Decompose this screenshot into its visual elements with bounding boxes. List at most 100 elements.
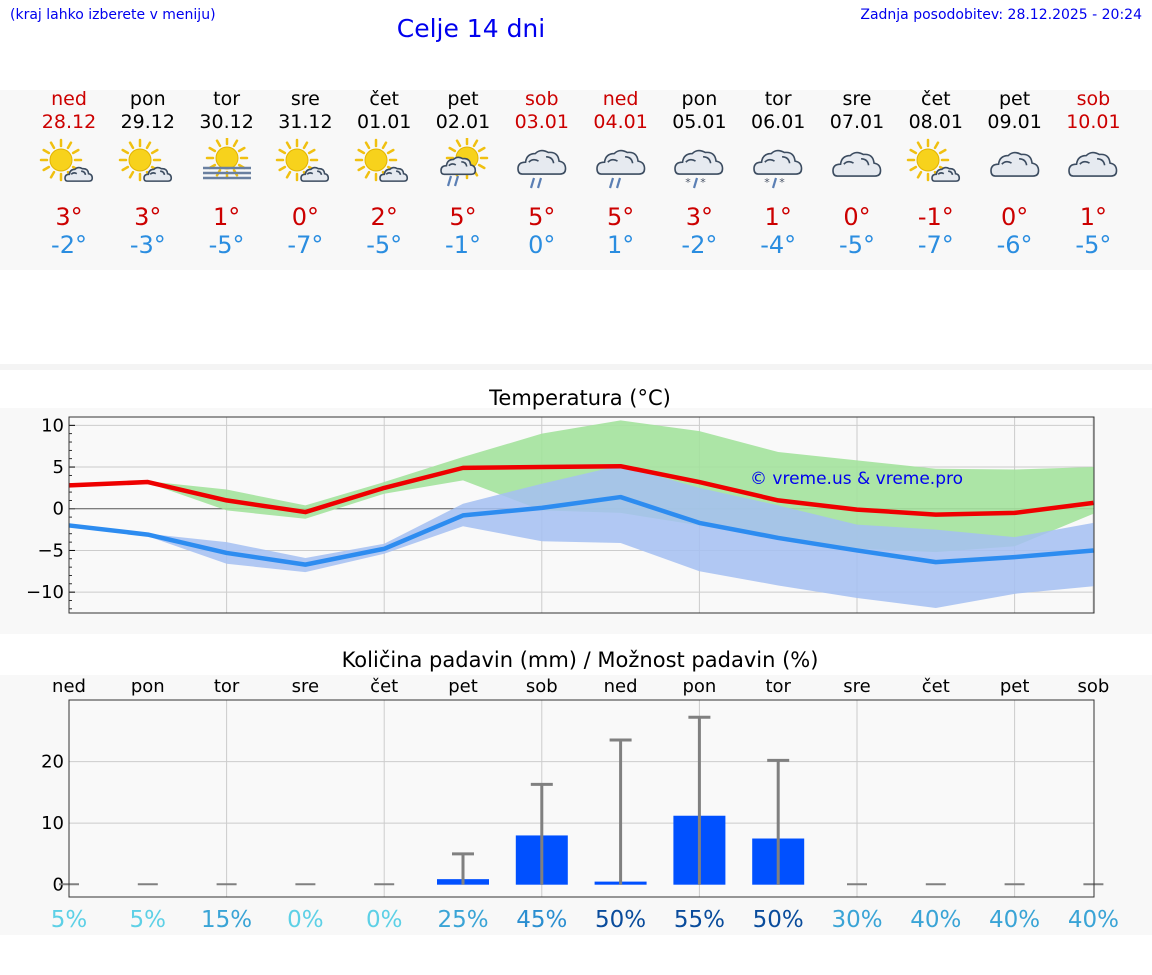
day-column: pet 02.01 5° -1° bbox=[423, 88, 503, 259]
day-name: ned bbox=[51, 88, 87, 110]
day-column: sob 03.01 5° 0° bbox=[502, 88, 582, 259]
day-name: sre bbox=[842, 88, 872, 110]
min-temperature-range bbox=[69, 465, 1094, 608]
y-tick-label: 0 bbox=[53, 499, 64, 520]
divider bbox=[0, 364, 1152, 370]
precipitation-probability: 50% bbox=[595, 907, 646, 933]
precipitation-chart-title: Količina padavin (mm) / Možnost padavin … bbox=[341, 648, 819, 672]
max-temperature: 3° bbox=[55, 203, 83, 231]
max-temperature: 0° bbox=[1000, 203, 1029, 231]
cloud-icon bbox=[832, 151, 882, 177]
day-label: čet bbox=[370, 676, 398, 697]
day-column: čet 08.01 -1° -7° bbox=[896, 88, 976, 259]
max-temperature: -1° bbox=[917, 203, 954, 231]
day-column: ned 28.12 3° -2° bbox=[29, 88, 109, 259]
day-column: tor 30.12 1° -5° bbox=[187, 88, 267, 259]
max-temperature-line bbox=[68, 463, 1094, 517]
y-tick-label: −10 bbox=[26, 582, 64, 603]
plot-frame bbox=[68, 699, 1095, 898]
day-date: 30.12 bbox=[199, 111, 254, 133]
day-column: sob 10.01 1° -5° bbox=[1053, 88, 1133, 259]
svg-text:*: * bbox=[779, 176, 785, 189]
day-date: 29.12 bbox=[120, 111, 175, 133]
day-column: sre 07.01 0° -5° bbox=[817, 88, 897, 259]
y-tick-label: 20 bbox=[41, 752, 64, 773]
min-temperature: -3° bbox=[129, 231, 166, 259]
y-tick-label: 0 bbox=[53, 875, 64, 896]
max-temperature: 5° bbox=[449, 203, 477, 231]
day-label: sob bbox=[526, 676, 558, 697]
day-column: pon 29.12 3° -3° bbox=[108, 88, 188, 259]
min-temperature: -5° bbox=[1075, 231, 1112, 259]
y-tick-label: −5 bbox=[37, 540, 64, 561]
min-temperature: -1° bbox=[445, 231, 481, 259]
max-temperature: 0° bbox=[291, 203, 320, 231]
day-name: pet bbox=[447, 88, 479, 110]
cloud-icon bbox=[989, 151, 1039, 177]
min-temperature: 0° bbox=[528, 231, 556, 259]
precipitation-probability: 45% bbox=[516, 907, 567, 933]
precipitation-probability: 50% bbox=[753, 907, 804, 933]
precipitation-probability: 40% bbox=[910, 907, 961, 933]
day-name: čet bbox=[369, 88, 399, 110]
max-temperature: 0° bbox=[843, 203, 871, 231]
day-name: pon bbox=[681, 88, 718, 110]
precipitation-probability: 40% bbox=[1068, 907, 1119, 933]
precipitation-probability: 15% bbox=[201, 907, 252, 933]
min-temperature: -5° bbox=[366, 231, 403, 259]
precipitation-probability: 5% bbox=[51, 907, 88, 933]
precipitation-probability: 40% bbox=[989, 907, 1040, 933]
page-title: Celje 14 dni bbox=[396, 14, 546, 43]
y-tick-label: 5 bbox=[53, 457, 64, 478]
cloud-rain-icon bbox=[595, 149, 645, 189]
day-date: 08.01 bbox=[908, 111, 963, 133]
day-column: čet 01.01 2° -5° bbox=[344, 88, 424, 259]
day-column: pon 05.01 * * 3° -2° bbox=[659, 88, 739, 259]
precipitation-probability: 5% bbox=[130, 907, 167, 933]
max-temperature: 2° bbox=[370, 203, 398, 231]
min-temperature: -2° bbox=[681, 231, 718, 259]
location-hint-link[interactable]: (kraj lahko izberete v meniju) bbox=[10, 7, 216, 23]
temperature-chart-title: Temperatura (°C) bbox=[489, 386, 671, 410]
watermark: © vreme.us & vreme.pro bbox=[750, 469, 963, 489]
max-temperature: 1° bbox=[1079, 203, 1108, 231]
sun-cloud-icon bbox=[906, 138, 960, 182]
cloud-icon bbox=[1068, 151, 1118, 177]
max-temperature: 3° bbox=[685, 203, 714, 231]
day-label: sre bbox=[843, 676, 870, 697]
precipitation-probability: 55% bbox=[674, 907, 725, 933]
svg-text:*: * bbox=[764, 176, 770, 189]
cloud-sleet-icon: * * bbox=[674, 149, 724, 189]
day-date: 28.12 bbox=[41, 111, 97, 133]
day-column: sre 31.12 0° -7° bbox=[265, 88, 345, 259]
day-name: ned bbox=[602, 88, 639, 110]
y-tick-label: 10 bbox=[41, 415, 64, 436]
sun-cloud-icon bbox=[118, 138, 172, 182]
max-temperature: 5° bbox=[606, 203, 635, 231]
svg-text:*: * bbox=[686, 176, 692, 189]
precipitation-probability: 0% bbox=[366, 907, 403, 933]
day-label: ned bbox=[52, 676, 86, 697]
precipitation-chart: 0 10 20 ned pon tor sre čet pet sob ned pon tor sre če… bbox=[41, 676, 1119, 933]
day-column: tor 06.01 * * 1° -4° bbox=[738, 88, 818, 259]
min-temperature: -5° bbox=[208, 231, 245, 259]
sun-cloud-icon bbox=[276, 138, 330, 182]
max-temperature: 5° bbox=[528, 203, 556, 231]
day-date: 06.01 bbox=[750, 111, 806, 133]
day-name: pon bbox=[129, 88, 166, 110]
day-date: 09.01 bbox=[987, 111, 1042, 133]
min-temperature: -2° bbox=[51, 231, 87, 259]
min-temperature: -7° bbox=[287, 231, 324, 259]
day-date: 10.01 bbox=[1066, 111, 1121, 133]
max-temperature: 1° bbox=[764, 203, 792, 231]
day-label: čet bbox=[922, 676, 950, 697]
day-label: sob bbox=[1077, 676, 1109, 697]
min-temperature: -7° bbox=[917, 231, 954, 259]
day-name: tor bbox=[213, 88, 241, 110]
day-date: 01.01 bbox=[356, 111, 412, 133]
min-temperature: -4° bbox=[760, 231, 797, 259]
plot-area bbox=[69, 700, 1094, 897]
max-temperature: 1° bbox=[212, 203, 241, 231]
precipitation-probability: 0% bbox=[287, 907, 324, 933]
svg-text:*: * bbox=[701, 176, 707, 189]
